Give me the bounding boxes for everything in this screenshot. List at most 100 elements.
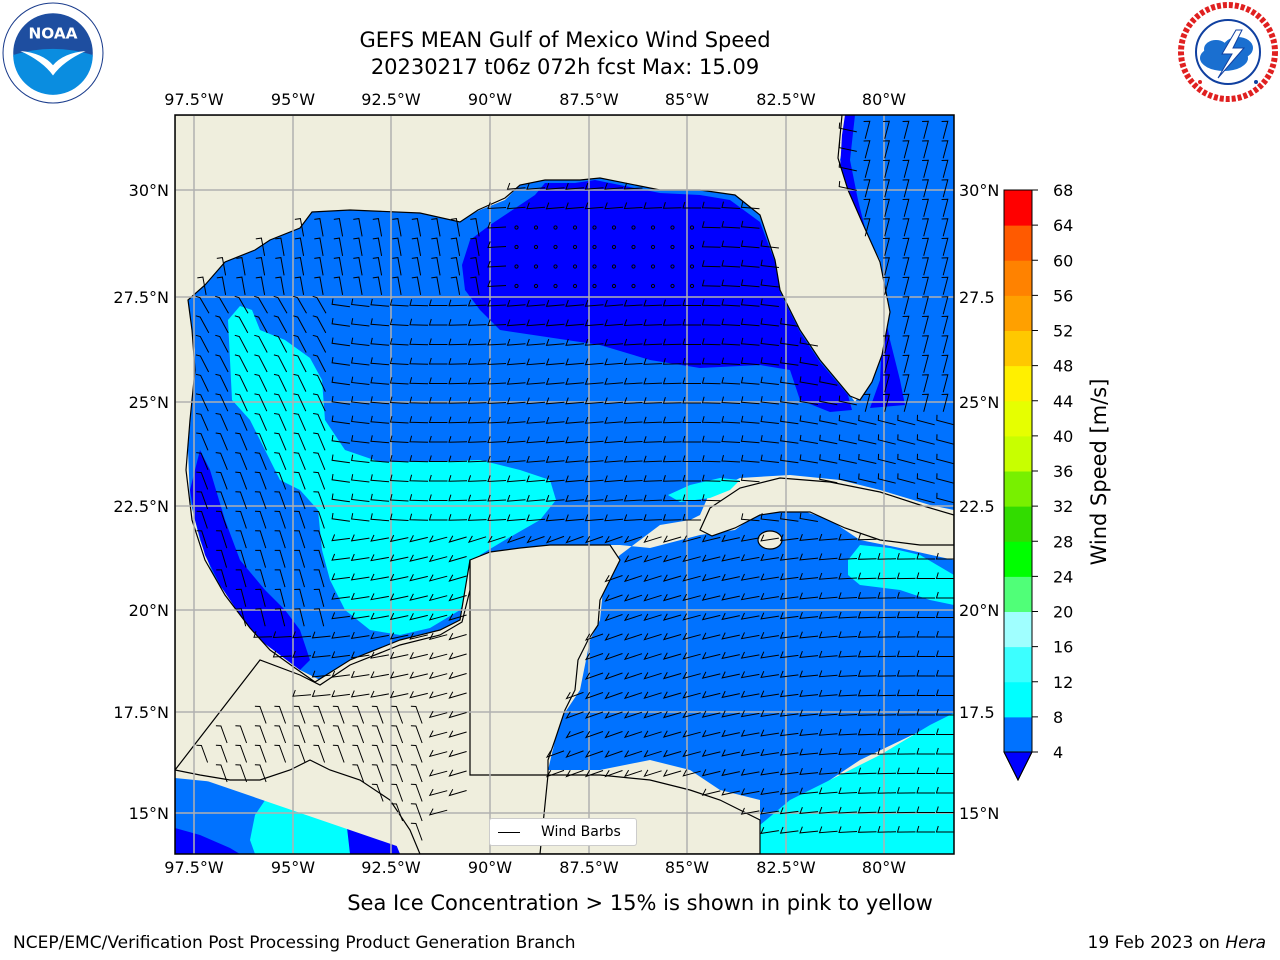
wind-barb: [526, 455, 546, 463]
wind-barb: [389, 573, 409, 582]
wind-barb: [428, 769, 448, 777]
calm-barb: [572, 244, 578, 250]
wind-barb: [838, 533, 858, 541]
wind-barb: [467, 494, 487, 502]
wind-barb: [721, 454, 741, 463]
colorbar-swatch: [1004, 471, 1032, 507]
wind-barb: [701, 788, 721, 796]
wind-barb: [701, 710, 721, 718]
wind-barb: [623, 397, 643, 405]
wind-barb: [941, 257, 949, 276]
wind-barb: [351, 415, 370, 424]
wind-barb: [902, 159, 910, 178]
wind-barb: [216, 549, 228, 568]
colorbar-extend-arrow: [1003, 751, 1033, 782]
wind-barb: [370, 474, 390, 483]
wind-barb: [389, 651, 409, 660]
wind-barb: [799, 807, 819, 814]
wind-barb: [450, 218, 461, 237]
colorbar-tick-label: 56: [1053, 286, 1073, 305]
wind-barb: [838, 650, 858, 658]
wind-barb: [883, 393, 890, 412]
wind-barb: [701, 652, 721, 660]
wind-barb: [274, 432, 287, 451]
colorbar-tick-label: 52: [1053, 322, 1073, 341]
wind-barb: [623, 652, 643, 661]
wind-barb: [350, 592, 370, 601]
wind-barb: [448, 514, 468, 521]
wind-barb: [941, 179, 949, 198]
wind-barb: [584, 750, 604, 758]
wind-barb: [863, 393, 871, 412]
wind-barb: [662, 652, 682, 660]
wind-barb: [701, 671, 721, 679]
wind-barb: [545, 750, 565, 759]
wind-barb: [392, 257, 402, 276]
wind-barb: [760, 396, 779, 405]
wind-barb: [275, 237, 285, 256]
calm-barb: [631, 244, 636, 250]
wind-barbs: [195, 120, 954, 841]
wind-barb: [545, 494, 565, 502]
wind-barb: [215, 354, 229, 373]
lat-label: 15°N: [129, 804, 169, 823]
wind-barb: [215, 725, 228, 744]
wind-barb: [350, 553, 370, 562]
wind-barb: [274, 413, 287, 431]
wind-barb: [470, 237, 480, 256]
wind-barb: [389, 435, 409, 443]
wind-barb: [662, 672, 682, 680]
wind-barb: [682, 671, 701, 680]
colorbar-tick-label: 48: [1053, 357, 1073, 376]
wind-barb: [877, 650, 897, 658]
wind-barb: [623, 535, 643, 544]
colorbar-tick-label: 44: [1053, 392, 1073, 411]
wind-barb: [838, 611, 858, 619]
wind-barb: [799, 787, 819, 795]
wind-barb: [818, 631, 838, 639]
colorbar-swatch: [1004, 190, 1032, 226]
wind-barb: [916, 767, 935, 774]
wind-barb: [565, 535, 584, 544]
wind-barb: [565, 299, 585, 307]
wind-barb: [897, 434, 916, 445]
colorbar-tick-label: 60: [1053, 251, 1073, 270]
wind-barb: [584, 338, 604, 346]
wind-barb: [411, 218, 422, 237]
cuba-south-moderate-wind: [848, 545, 954, 605]
wind-barb: [877, 747, 897, 755]
wind-barb: [779, 709, 799, 717]
wind-barb: [409, 513, 429, 521]
wind-barb: [274, 491, 287, 510]
wind-barb: [565, 338, 585, 346]
wind-barb: [506, 397, 526, 405]
wind-barb: [740, 357, 760, 366]
wind-barb: [331, 493, 350, 503]
wind-barb: [623, 633, 643, 641]
wind-barb: [313, 491, 326, 510]
wind-barb: [760, 710, 779, 718]
lat-label: 27.5°N: [113, 288, 169, 307]
wind-barb: [799, 534, 819, 541]
wind-barb: [935, 572, 954, 579]
wind-barb: [584, 299, 604, 307]
wind-barb: [682, 769, 701, 777]
wind-barb: [818, 787, 838, 795]
wind-barb: [331, 396, 350, 405]
wind-barb: [916, 492, 935, 504]
wind-barb: [883, 120, 890, 139]
wind-barb: [254, 373, 268, 392]
wind-barb: [760, 337, 779, 346]
wind-barb: [410, 744, 423, 763]
calm-barb: [572, 283, 578, 289]
wind-barb: [623, 377, 643, 385]
wind-barb: [799, 748, 819, 756]
wind-barb: [922, 296, 929, 315]
wind-barb: [721, 240, 741, 248]
wind-barb: [799, 415, 818, 425]
wind-barb: [662, 555, 682, 563]
wind-barb: [370, 651, 389, 659]
wind-barb: [235, 549, 247, 568]
wind-barb: [274, 569, 286, 588]
